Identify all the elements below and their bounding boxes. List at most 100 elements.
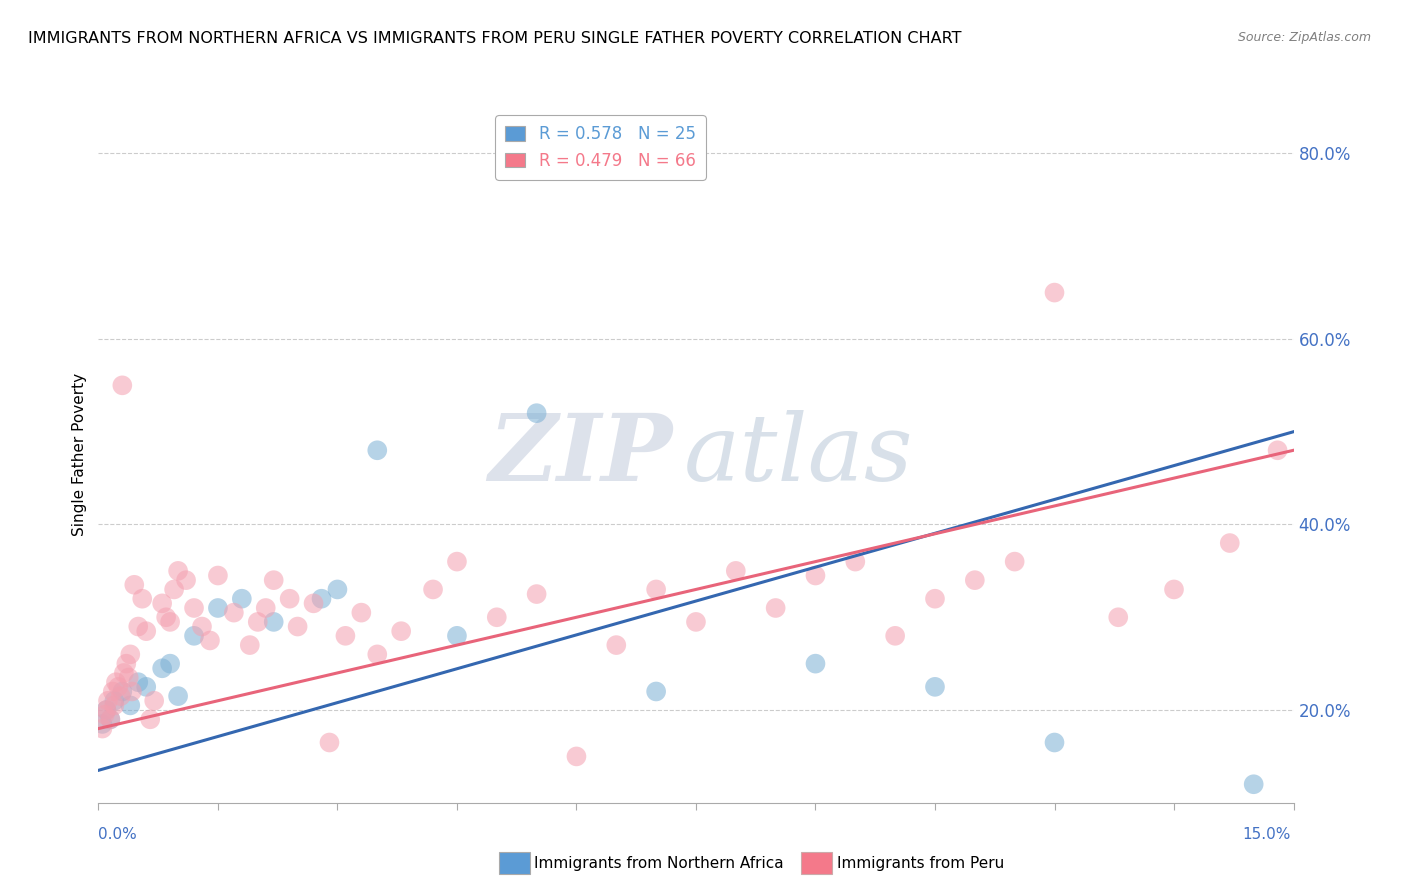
Point (98, 712, 122, 726)
Point (111, 378, 134, 392)
Point (96, 703, 118, 717)
Point (1043, 285, 1066, 300)
Point (485, 610, 508, 624)
Text: atlas: atlas (685, 410, 914, 500)
Point (263, 615, 285, 629)
Text: Immigrants from Northern Africa: Immigrants from Northern Africa (534, 856, 785, 871)
Point (287, 619, 309, 633)
Point (143, 694, 166, 708)
Point (1219, 536, 1241, 550)
Point (150, 596, 173, 610)
Point (366, 443, 388, 458)
Point (124, 578, 146, 592)
Point (107, 680, 129, 694)
Point (222, 606, 245, 620)
Point (103, 698, 125, 713)
Point (246, 615, 269, 629)
Point (118, 671, 141, 685)
Point (605, 638, 627, 652)
Point (127, 619, 149, 633)
Point (565, 749, 588, 764)
Point (350, 606, 373, 620)
Point (121, 684, 143, 698)
Point (91, 717, 114, 731)
Text: 15.0%: 15.0% (1243, 827, 1291, 841)
Point (1267, 443, 1289, 458)
Point (366, 648, 388, 662)
Point (96, 703, 118, 717)
Point (167, 564, 190, 578)
Point (139, 712, 162, 726)
Point (159, 615, 181, 629)
Point (135, 624, 157, 639)
Point (318, 735, 340, 749)
Point (804, 568, 827, 582)
Point (645, 582, 668, 597)
Point (120, 648, 142, 662)
Point (924, 680, 946, 694)
Point (724, 564, 747, 578)
Point (446, 555, 468, 569)
Legend: R = 0.578   N = 25, R = 0.479   N = 66: R = 0.578 N = 25, R = 0.479 N = 66 (495, 115, 706, 179)
Point (167, 689, 190, 703)
Point (1107, 610, 1129, 624)
Point (254, 601, 277, 615)
Point (446, 629, 468, 643)
Text: ZIP: ZIP (488, 410, 672, 500)
Point (159, 657, 181, 671)
Text: Source: ZipAtlas.com: Source: ZipAtlas.com (1237, 31, 1371, 45)
Point (326, 582, 349, 597)
Point (1243, 777, 1265, 791)
Point (120, 698, 142, 713)
Point (1043, 735, 1066, 749)
Point (1004, 555, 1026, 569)
Text: IMMIGRANTS FROM NORTHERN AFRICA VS IMMIGRANTS FROM PERU SINGLE FATHER POVERTY CO: IMMIGRANTS FROM NORTHERN AFRICA VS IMMIG… (28, 31, 962, 46)
Point (98, 712, 122, 726)
Point (135, 680, 157, 694)
Point (335, 629, 357, 643)
Point (91, 722, 114, 736)
Point (963, 573, 986, 587)
Point (239, 638, 262, 652)
Point (163, 582, 186, 597)
Point (174, 573, 197, 587)
Point (844, 555, 866, 569)
Point (101, 684, 124, 698)
Point (111, 684, 134, 698)
Point (103, 694, 125, 708)
Point (104, 675, 127, 690)
Point (884, 629, 907, 643)
Point (183, 601, 205, 615)
Point (422, 582, 444, 597)
Point (685, 615, 707, 629)
Point (207, 568, 229, 582)
Point (311, 591, 333, 606)
Text: 0.0%: 0.0% (98, 827, 138, 841)
Point (198, 633, 221, 648)
Point (804, 657, 827, 671)
Point (278, 591, 301, 606)
Point (924, 591, 946, 606)
Point (183, 629, 205, 643)
Point (389, 624, 412, 639)
Point (191, 619, 214, 633)
Point (150, 661, 173, 675)
Point (110, 689, 132, 703)
Point (645, 684, 668, 698)
Point (94, 707, 117, 722)
Point (1163, 582, 1185, 597)
Point (526, 587, 548, 601)
Point (115, 657, 138, 671)
Point (207, 601, 229, 615)
Y-axis label: Single Father Poverty: Single Father Poverty (72, 374, 87, 536)
Text: Immigrants from Peru: Immigrants from Peru (837, 856, 1004, 871)
Point (231, 591, 253, 606)
Point (765, 601, 787, 615)
Point (302, 596, 325, 610)
Point (155, 610, 177, 624)
Point (127, 675, 149, 690)
Point (263, 573, 285, 587)
Point (131, 591, 153, 606)
Point (526, 406, 548, 420)
Point (112, 665, 135, 680)
